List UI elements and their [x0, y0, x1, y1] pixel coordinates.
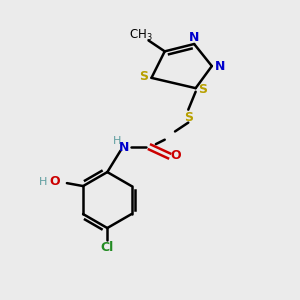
Text: O: O	[170, 149, 181, 162]
Text: N: N	[189, 31, 200, 44]
Text: N: N	[214, 60, 225, 73]
Text: S: S	[199, 83, 208, 96]
Text: CH$_3$: CH$_3$	[129, 28, 153, 43]
Text: N: N	[119, 141, 129, 154]
Text: S: S	[139, 70, 148, 83]
Text: S: S	[184, 111, 193, 124]
Text: O: O	[50, 175, 60, 188]
Text: H: H	[39, 177, 47, 187]
Text: H: H	[113, 136, 121, 146]
Text: Cl: Cl	[101, 241, 114, 254]
